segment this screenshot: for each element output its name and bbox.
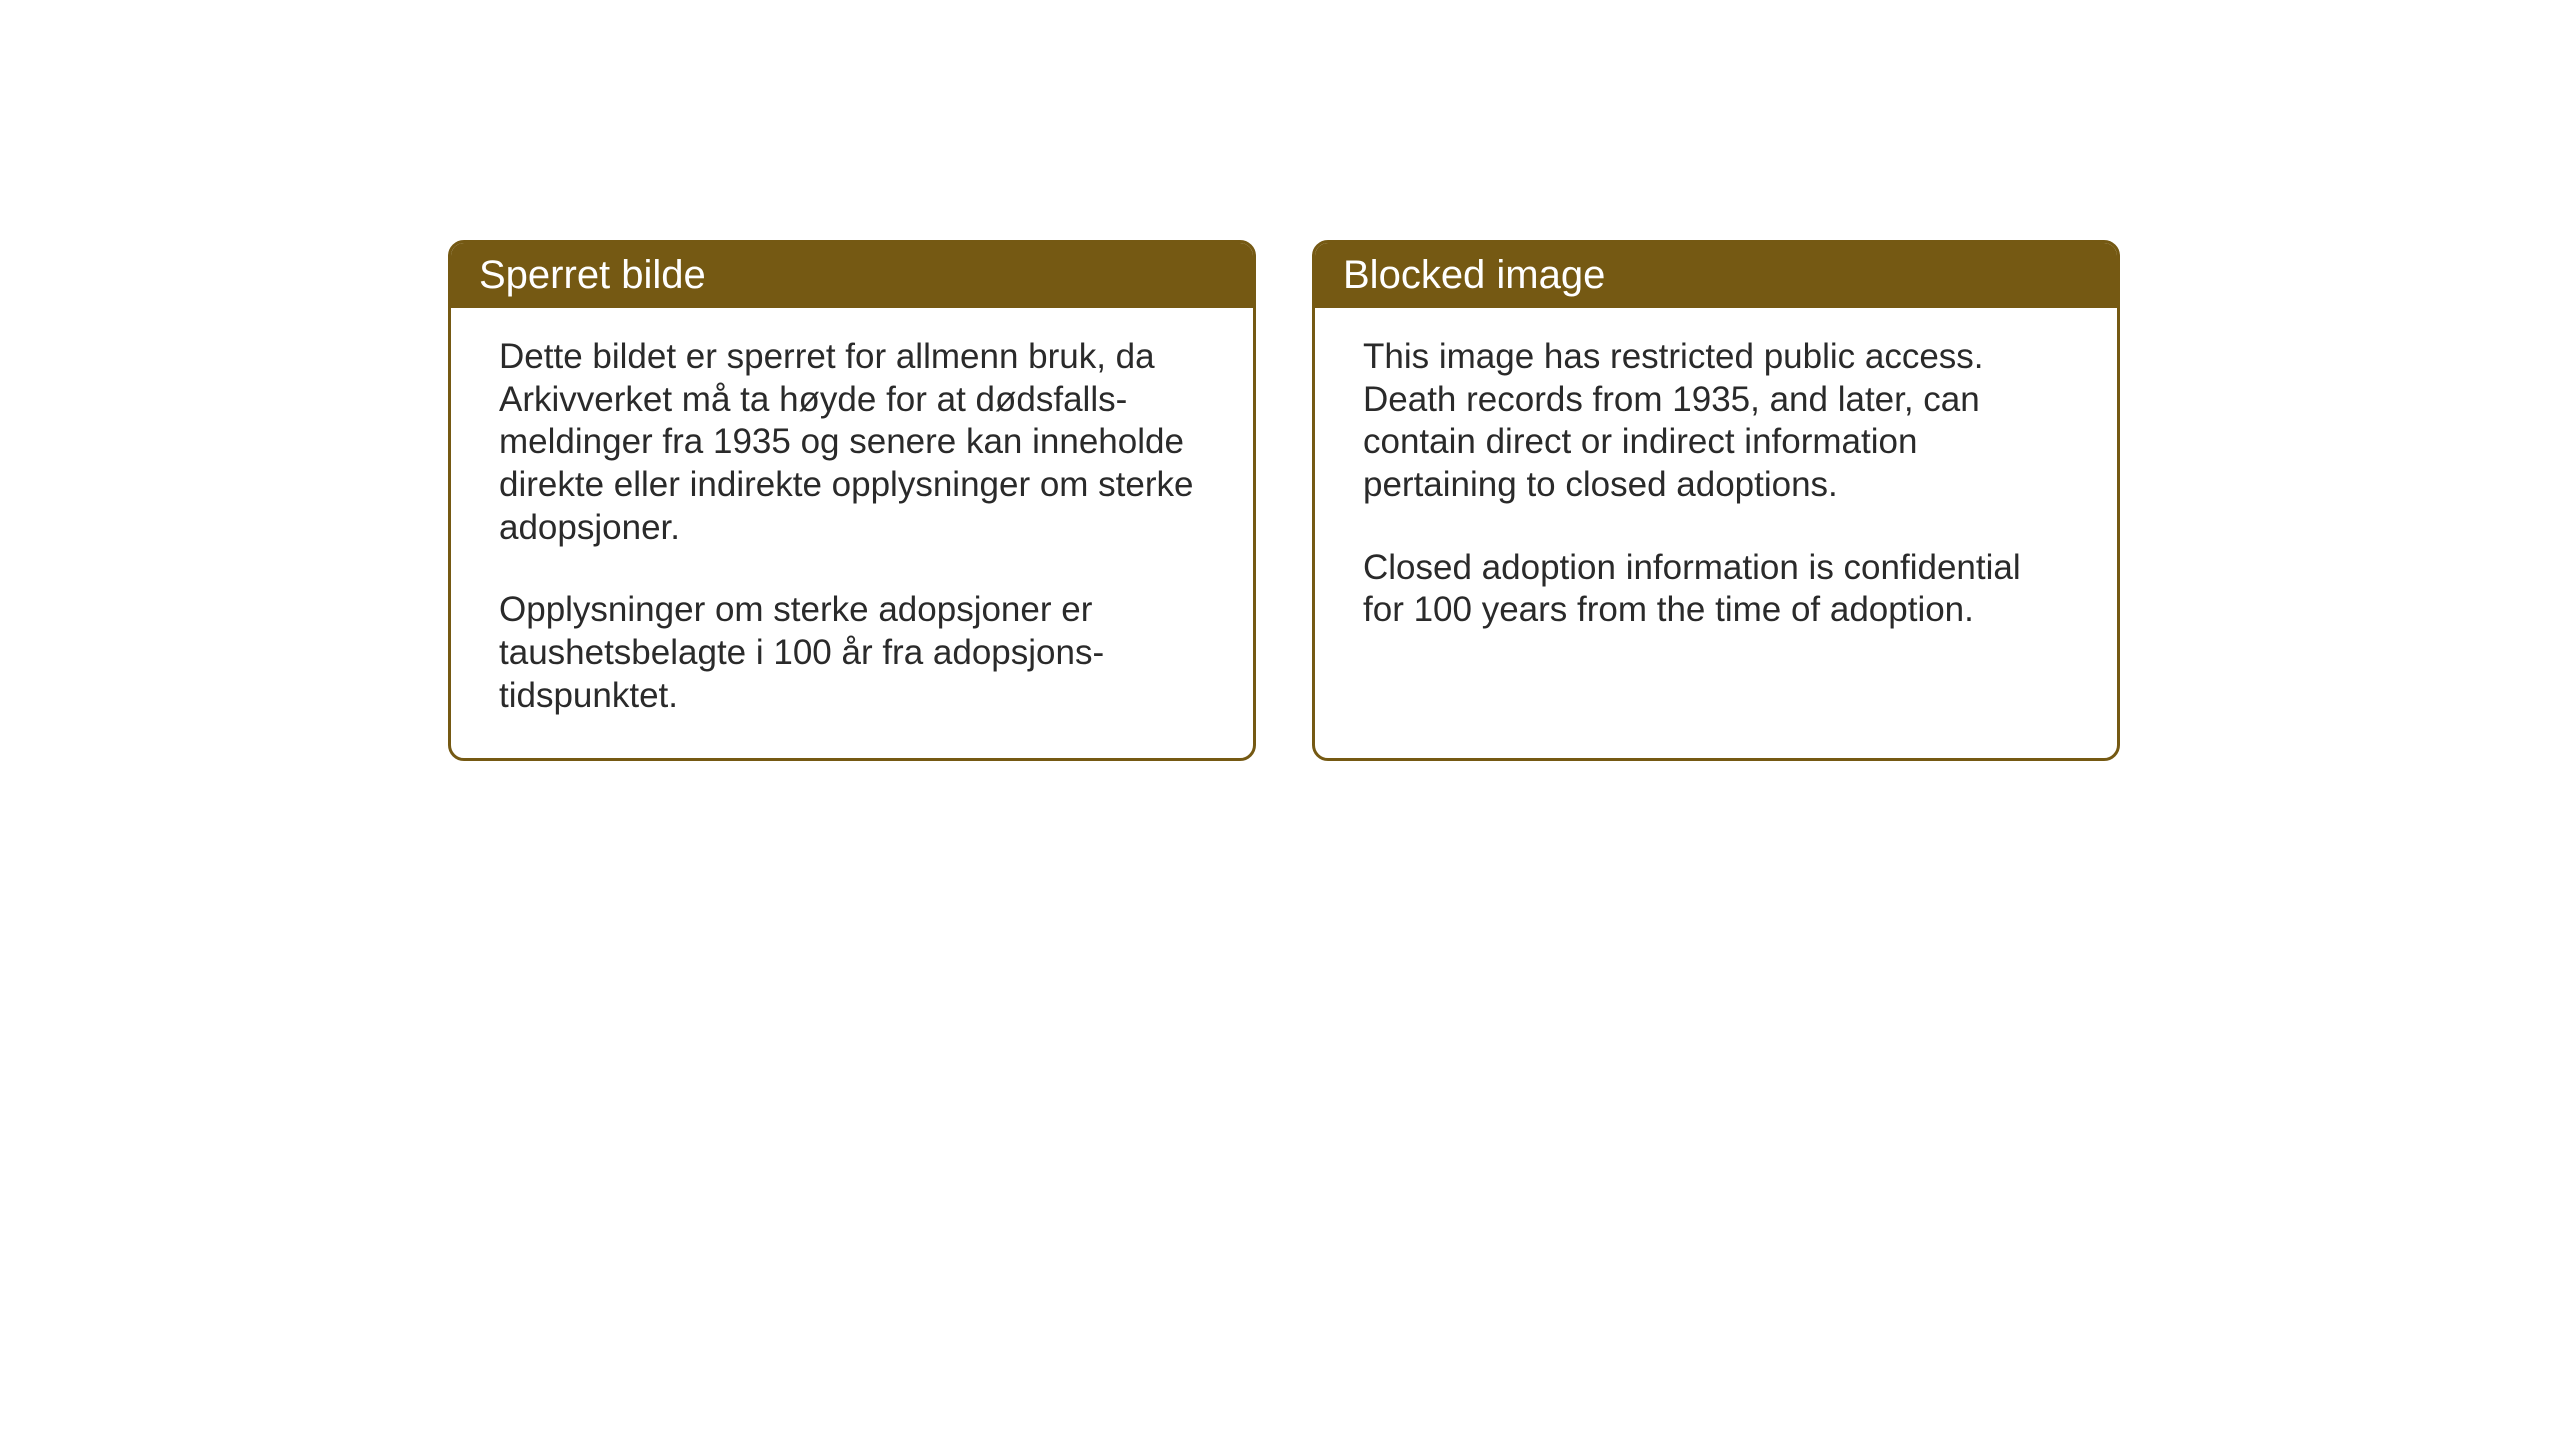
paragraph-english-2: Closed adoption information is confident… bbox=[1363, 547, 2069, 632]
notice-card-norwegian: Sperret bilde Dette bildet er sperret fo… bbox=[448, 240, 1256, 761]
paragraph-english-1: This image has restricted public access.… bbox=[1363, 336, 2069, 507]
card-body-english: This image has restricted public access.… bbox=[1315, 308, 2117, 732]
notice-container: Sperret bilde Dette bildet er sperret fo… bbox=[448, 240, 2120, 761]
card-title-norwegian: Sperret bilde bbox=[479, 253, 706, 297]
notice-card-english: Blocked image This image has restricted … bbox=[1312, 240, 2120, 761]
paragraph-norwegian-2: Opplysninger om sterke adopsjoner er tau… bbox=[499, 589, 1205, 717]
card-header-english: Blocked image bbox=[1315, 243, 2117, 308]
paragraph-norwegian-1: Dette bildet er sperret for allmenn bruk… bbox=[499, 336, 1205, 549]
card-header-norwegian: Sperret bilde bbox=[451, 243, 1253, 308]
card-title-english: Blocked image bbox=[1343, 253, 1605, 297]
card-body-norwegian: Dette bildet er sperret for allmenn bruk… bbox=[451, 308, 1253, 758]
